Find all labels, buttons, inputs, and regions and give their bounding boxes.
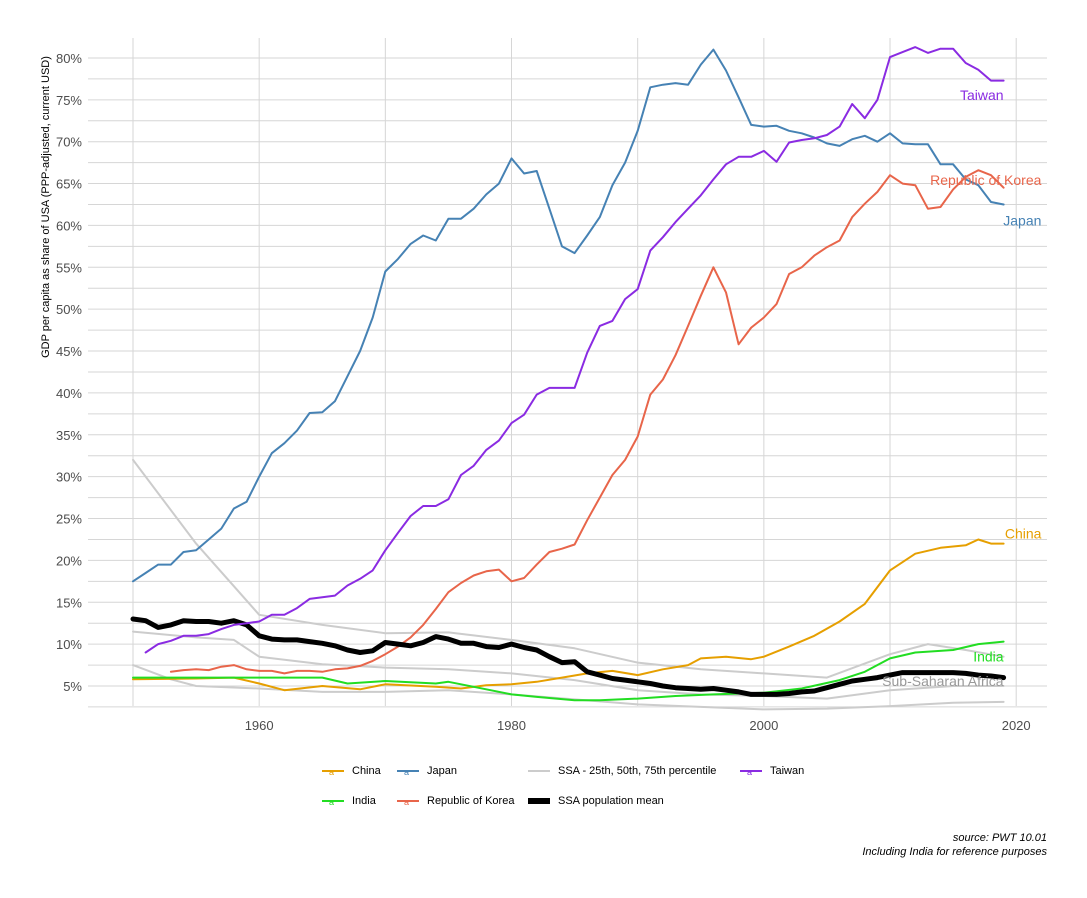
label-republic-of-korea: Republic of Korea [930,172,1042,188]
y-tick-label: 60% [56,218,82,233]
y-tick-label: 15% [56,595,82,610]
legend-label: Republic of Korea [427,795,515,807]
legend-item: SSA population mean [528,794,664,808]
y-tick-label: 50% [56,302,82,317]
y-tick-label: 65% [56,177,82,192]
x-tick-label: 1960 [245,718,274,733]
y-tick-label: 70% [56,135,82,150]
legend-key-icon: a [322,794,344,808]
series-line-taiwan [144,46,1005,654]
series-line-p50 [132,630,1005,700]
legend-key-icon: a [322,764,344,778]
legend-label: Japan [427,765,457,777]
y-tick-label: 20% [56,553,82,568]
legend-item: a China [322,764,381,778]
legend-key-icon [528,764,550,778]
series-line-japan [132,48,1005,583]
x-tick-label: 1980 [497,718,526,733]
legend-item: a Japan [397,764,457,778]
y-tick-label: 80% [56,51,82,66]
y-tick-label: 75% [56,93,82,108]
series-line-india [132,640,1005,702]
x-tick-label: 2020 [1002,718,1031,733]
series-line-ssa-population-mean [130,616,1007,697]
y-tick-label: 25% [56,512,82,527]
legend-item: a Republic of Korea [397,794,514,808]
y-tick-label: 35% [56,428,82,443]
x-tick-label: 2000 [749,718,778,733]
y-tick-label: 40% [56,386,82,401]
series-line-republic-of-korea [169,169,1005,675]
label-japan: Japan [1003,212,1041,228]
legend-label: India [352,795,376,807]
caption-source: source: PWT 10.01 [952,832,1047,844]
legend-label: China [352,765,381,777]
legend-key-icon: a [740,764,762,778]
y-tick-label: 30% [56,470,82,485]
y-tick-label: 55% [56,260,82,275]
y-tick-label: 10% [56,637,82,652]
legend-item: SSA - 25th, 50th, 75th percentile [528,764,716,778]
legend-item: a Taiwan [740,764,804,778]
legend-key-icon [528,794,550,808]
legend-key-icon: a [397,764,419,778]
label-india: India [973,649,1004,665]
legend-item: a India [322,794,376,808]
legend-label: SSA population mean [558,795,664,807]
series-line-p75 [132,458,1005,679]
legend-label: SSA - 25th, 50th, 75th percentile [558,765,717,777]
y-tick-label: 45% [56,344,82,359]
label-sub-saharan-africa: Sub-Saharan Africa [882,673,1004,689]
y-tick-label: 5% [63,679,82,694]
legend-label: Taiwan [770,765,805,777]
y-axis-label: GDP per capita as share of USA (PPP-adju… [40,56,52,358]
legend-key-icon: a [397,794,419,808]
caption-note: Including India for reference purposes [862,846,1047,858]
label-china: China [1005,526,1042,542]
label-taiwan: Taiwan [960,87,1004,103]
series-line-china [132,538,1005,692]
